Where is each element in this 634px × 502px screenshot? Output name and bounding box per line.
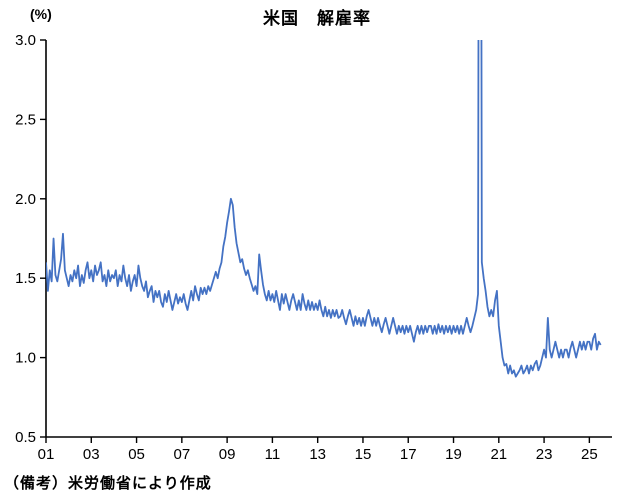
y-tick-label: 2.5	[15, 111, 36, 128]
x-tick-label: 13	[309, 446, 326, 463]
y-tick-label: 0.5	[15, 429, 36, 446]
data-line-series	[46, 40, 602, 378]
y-tick-label: 2.0	[15, 191, 36, 208]
y-tick-label: 3.0	[15, 32, 36, 49]
chart-title: 米国 解雇率	[263, 9, 371, 28]
x-tick-label: 23	[536, 446, 553, 463]
x-tick-label: 21	[490, 446, 507, 463]
x-tick-label: 17	[400, 446, 417, 463]
x-tick-label: 11	[265, 446, 281, 463]
x-tick-label: 05	[128, 446, 145, 463]
y-tick-label: 1.5	[15, 270, 36, 287]
line-chart-svg: 0.5 1.0 1.5 2.0 2.5 3.0 01 03 05 07 09 11 13 15 17 19 21…	[15, 32, 612, 463]
x-tick-label: 15	[355, 446, 372, 463]
y-axis-unit-label: (%)	[30, 6, 52, 22]
x-tick-label: 01	[38, 446, 55, 463]
x-tick-label: 25	[581, 446, 598, 463]
chart-footnote: （備考）米労働省により作成	[4, 475, 212, 492]
x-tick-label: 19	[445, 446, 462, 463]
x-tick-label: 09	[219, 446, 236, 463]
x-tick-label: 07	[173, 446, 190, 463]
y-tick-label: 1.0	[15, 350, 36, 367]
x-tick-label: 03	[83, 446, 100, 463]
